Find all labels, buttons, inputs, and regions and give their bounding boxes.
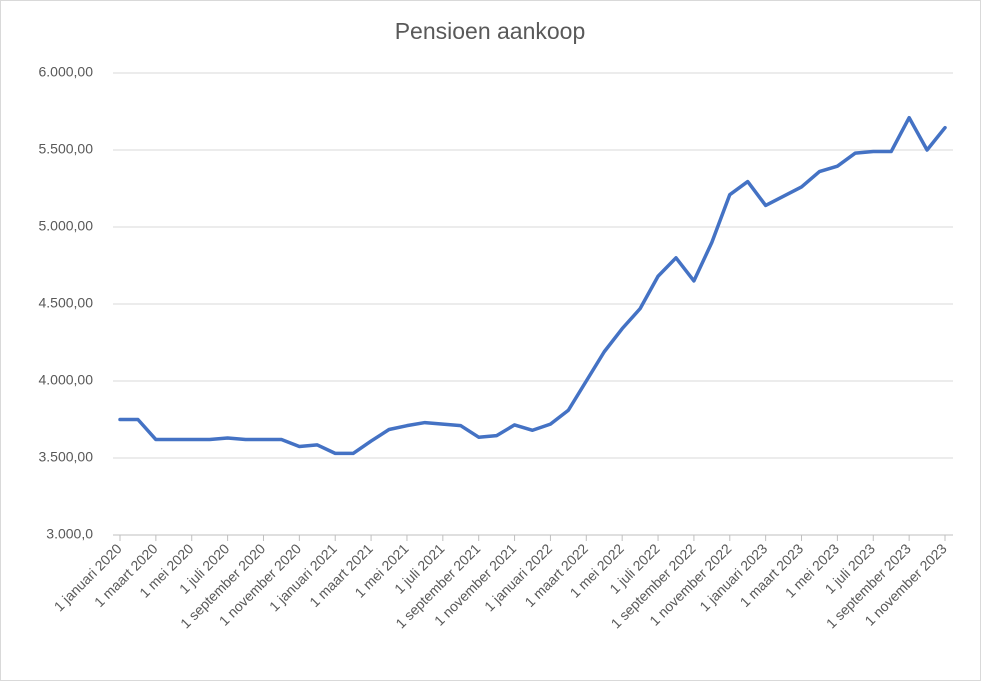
y-tick-label: 3.500,00 [39,449,94,465]
y-tick-label: 4.500,00 [39,295,94,311]
y-tick-label: 3.000,0 [46,526,93,542]
line-series [118,115,947,456]
y-tick-label: 5.000,00 [39,218,94,234]
chart-title: Pensioen aankoop [395,18,586,44]
y-tick-label: 5.500,00 [39,141,94,157]
y-tick-label: 6.000,00 [39,64,94,80]
y-tick-label: 4.000,00 [39,372,94,388]
